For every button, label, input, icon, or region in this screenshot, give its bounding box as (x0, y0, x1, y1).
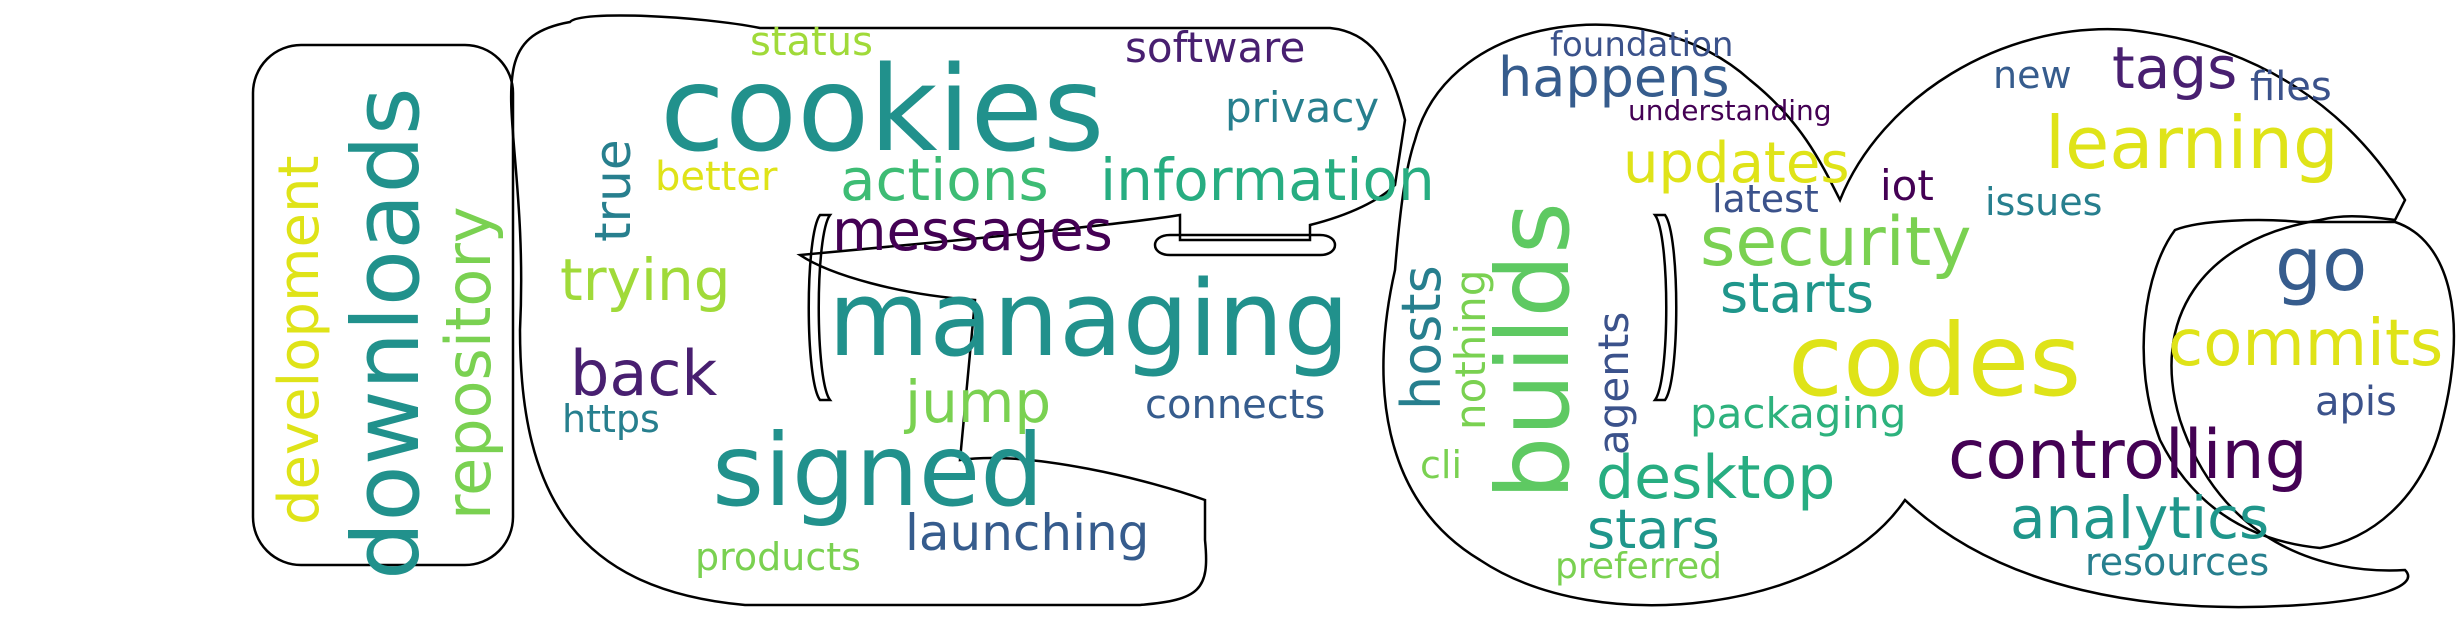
mask-outline (251, 14, 2456, 609)
word-happens: happens (1498, 46, 1729, 109)
outline-inner-c (2142, 218, 2456, 550)
word-messages: messages (832, 199, 1113, 264)
word-connects: connects (1145, 382, 1325, 428)
word-status: status (750, 19, 873, 65)
words: cookies managing signed downloads builds… (267, 19, 2443, 587)
word-better: better (655, 154, 778, 200)
word-development: development (267, 156, 332, 525)
outline-inner-right-bracket (1652, 213, 1678, 402)
word-controlling: controlling (1948, 416, 2308, 495)
word-tags: tags (2112, 34, 2237, 102)
word-preferred: preferred (1555, 546, 1722, 587)
word-go: go (2275, 222, 2367, 308)
word-analytics: analytics (2010, 484, 2269, 552)
word-cli: cli (1420, 443, 1462, 487)
word-trying: trying (560, 246, 731, 314)
word-commits: commits (2168, 307, 2443, 381)
word-latest: latest (1712, 177, 1819, 221)
word-launching: launching (905, 504, 1149, 562)
word-information: information (1100, 146, 1435, 214)
word-signed: signed (712, 412, 1044, 529)
word-starts: starts (1720, 262, 1874, 325)
word-packaging: packaging (1690, 389, 1906, 438)
outline-letter-i (251, 43, 515, 567)
outline-letter-o (1382, 23, 2410, 609)
word-cookies: cookies (660, 40, 1104, 178)
word-back: back (570, 337, 717, 410)
word-agents: agents (1589, 312, 1638, 455)
word-iot: iot (1880, 161, 1934, 210)
outline-inner-left-bracket (807, 213, 833, 402)
word-security: security (1700, 203, 1972, 282)
word-jump: jump (903, 368, 1051, 436)
word-builds: builds (1475, 202, 1592, 500)
outline-letter-c (509, 14, 1407, 607)
outline-dash (1153, 233, 1337, 257)
word-new: new (1993, 53, 2072, 97)
word-privacy: privacy (1225, 83, 1379, 132)
word-managing: managing (828, 258, 1350, 380)
word-downloads: downloads (333, 87, 440, 580)
word-nothing: nothing (1446, 270, 1495, 430)
word-learning: learning (2045, 101, 2339, 185)
word-desktop: desktop (1596, 443, 1835, 513)
word-updates: updates (1623, 131, 1850, 196)
word-apis: apis (2315, 379, 2397, 425)
word-stars: stars (1587, 498, 1720, 561)
word-hosts: hosts (1390, 265, 1453, 410)
word-actions: actions (840, 146, 1049, 214)
word-resources: resources (2085, 540, 2269, 584)
word-products: products (695, 535, 861, 579)
word-software: software (1125, 23, 1305, 72)
word-files: files (2250, 64, 2332, 110)
word-issues: issues (1985, 180, 2102, 224)
word-foundation: foundation (1550, 25, 1733, 65)
word-repository: repository (432, 206, 505, 520)
word-understanding: understanding (1628, 94, 1832, 127)
word-true: true (584, 139, 642, 242)
word-codes: codes (1788, 302, 2081, 419)
word-https: https (562, 397, 660, 441)
